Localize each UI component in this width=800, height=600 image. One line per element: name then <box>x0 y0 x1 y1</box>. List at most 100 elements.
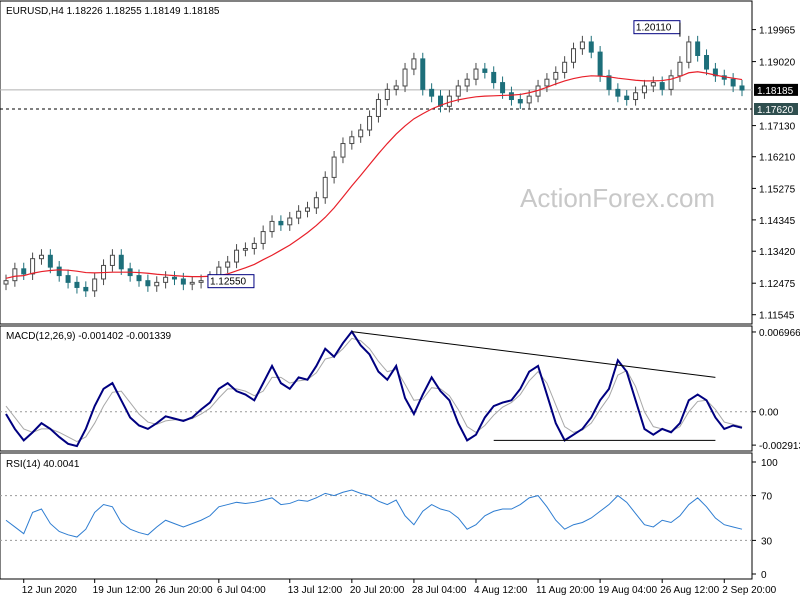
x-axis-tick-label: 12 Jun 2020 <box>22 585 77 596</box>
price-candle <box>686 35 692 69</box>
price-axis-tick-label: 1.12475 <box>759 279 796 290</box>
price-candle <box>145 274 151 292</box>
price-candle <box>615 83 621 103</box>
price-candle <box>517 93 523 109</box>
price-candle <box>633 86 639 106</box>
macd-plot <box>0 329 752 448</box>
x-axis-tick-label: 13 Jul 12:00 <box>288 585 343 596</box>
macd-signal-line <box>5 337 743 443</box>
rsi-axis-tick-label: 0 <box>761 570 767 581</box>
price-axis-tick-label: 1.19965 <box>759 26 796 37</box>
x-axis-tick-label: 20 Jul 20:00 <box>350 585 405 596</box>
price-candle <box>331 150 337 184</box>
price-candle <box>304 201 310 218</box>
price-candle <box>739 79 745 97</box>
price-candle <box>650 76 656 93</box>
x-axis-tick-label: 19 Jun 12:00 <box>93 585 151 596</box>
rsi-axis-tick-label: 100 <box>761 458 778 469</box>
price-candle <box>553 66 559 86</box>
current-price-box <box>754 83 798 96</box>
price-candle <box>12 262 18 287</box>
price-candle <box>163 271 169 289</box>
price-candle <box>571 42 577 69</box>
price-candle <box>21 262 27 280</box>
price-candle <box>438 90 444 113</box>
price-candle <box>482 62 488 79</box>
price-candle <box>562 56 568 79</box>
price-candle <box>322 171 328 204</box>
price-candle <box>464 73 470 93</box>
price-axis-tick-label: 1.13420 <box>759 247 796 258</box>
macd-pane-title: MACD(12,26,9) -0.001402 -0.001339 <box>6 331 172 342</box>
current-price-label: 1.18185 <box>757 86 794 97</box>
price-candle <box>588 35 594 59</box>
price-candle <box>30 252 36 280</box>
price-candle <box>260 225 266 250</box>
price-candle <box>393 79 399 96</box>
moving-average-line <box>5 71 743 279</box>
price-candle <box>491 66 497 89</box>
price-annotation: 1.12550 <box>207 274 255 289</box>
rsi-plot <box>0 489 752 541</box>
svg-text:1.20110: 1.20110 <box>636 23 672 34</box>
price-candle <box>659 76 665 96</box>
x-axis-tick-label: 11 Aug 20:00 <box>536 585 595 596</box>
price-candle <box>579 35 585 55</box>
price-candle <box>606 69 612 96</box>
price-axis-tick-label: 1.14345 <box>759 216 796 227</box>
price-axis-tick-label: 1.11545 <box>759 311 795 322</box>
svg-text:1.12550: 1.12550 <box>210 277 247 288</box>
x-axis-tick-label: 19 Aug 04:00 <box>598 585 657 596</box>
price-candle <box>287 211 293 231</box>
price-candle <box>154 276 160 292</box>
macd-axis-tick-label: 0.006966 <box>759 328 800 339</box>
watermark-text: ActionForex.com <box>520 183 715 213</box>
price-candle <box>668 69 674 96</box>
price-candle <box>171 271 177 286</box>
price-candle <box>695 35 701 62</box>
x-axis-tick-label: 4 Aug 12:00 <box>474 585 528 596</box>
rsi-pane-frame <box>0 452 753 580</box>
x-axis-tick-label: 2 Sep 20:00 <box>722 585 776 596</box>
price-candle <box>234 244 240 269</box>
price-candle <box>74 276 80 294</box>
price-candle <box>367 110 373 137</box>
macd-line <box>5 329 743 448</box>
price-candle <box>730 73 736 93</box>
x-axis-tick-label: 28 Jul 04:00 <box>412 585 467 596</box>
price-candle <box>677 56 683 82</box>
rsi-axis-tick-label: 70 <box>761 492 773 503</box>
rsi-pane-title: RSI(14) 40.0041 <box>6 459 80 470</box>
rsi-axis-tick-label: 30 <box>761 536 773 547</box>
price-candle <box>225 255 231 274</box>
price-candle <box>47 249 53 274</box>
price-candle <box>83 281 89 297</box>
price-candle <box>118 249 124 275</box>
price-candle <box>624 90 630 106</box>
price-candle <box>508 86 514 106</box>
price-candle <box>296 205 302 225</box>
price-candle <box>411 52 417 76</box>
x-axis-tick-label: 6 Jul 04:00 <box>217 585 266 596</box>
price-candle <box>402 62 408 93</box>
macd-trendline-lower-highs <box>351 331 716 378</box>
price-candle <box>269 215 275 238</box>
price-candle <box>358 123 364 143</box>
price-axis-tick-label: 1.19020 <box>759 58 796 69</box>
price-candle <box>313 191 319 214</box>
price-candle <box>641 79 647 99</box>
price-candle <box>349 130 355 150</box>
price-candle <box>375 93 381 123</box>
price-candle <box>3 274 9 291</box>
price-pane-title: EURUSD,H4 1.18226 1.18255 1.18149 1.1818… <box>6 6 220 17</box>
price-candle <box>544 73 550 93</box>
x-axis-tick-label: 26 Jun 20:00 <box>155 585 213 596</box>
price-annotation: 1.20110 <box>633 20 681 37</box>
price-candle <box>340 137 346 164</box>
price-candle <box>65 269 71 289</box>
support-price-label: 1.17620 <box>757 105 794 116</box>
price-candle <box>712 62 718 82</box>
price-pane-frame <box>0 0 753 325</box>
price-candle <box>189 276 195 291</box>
